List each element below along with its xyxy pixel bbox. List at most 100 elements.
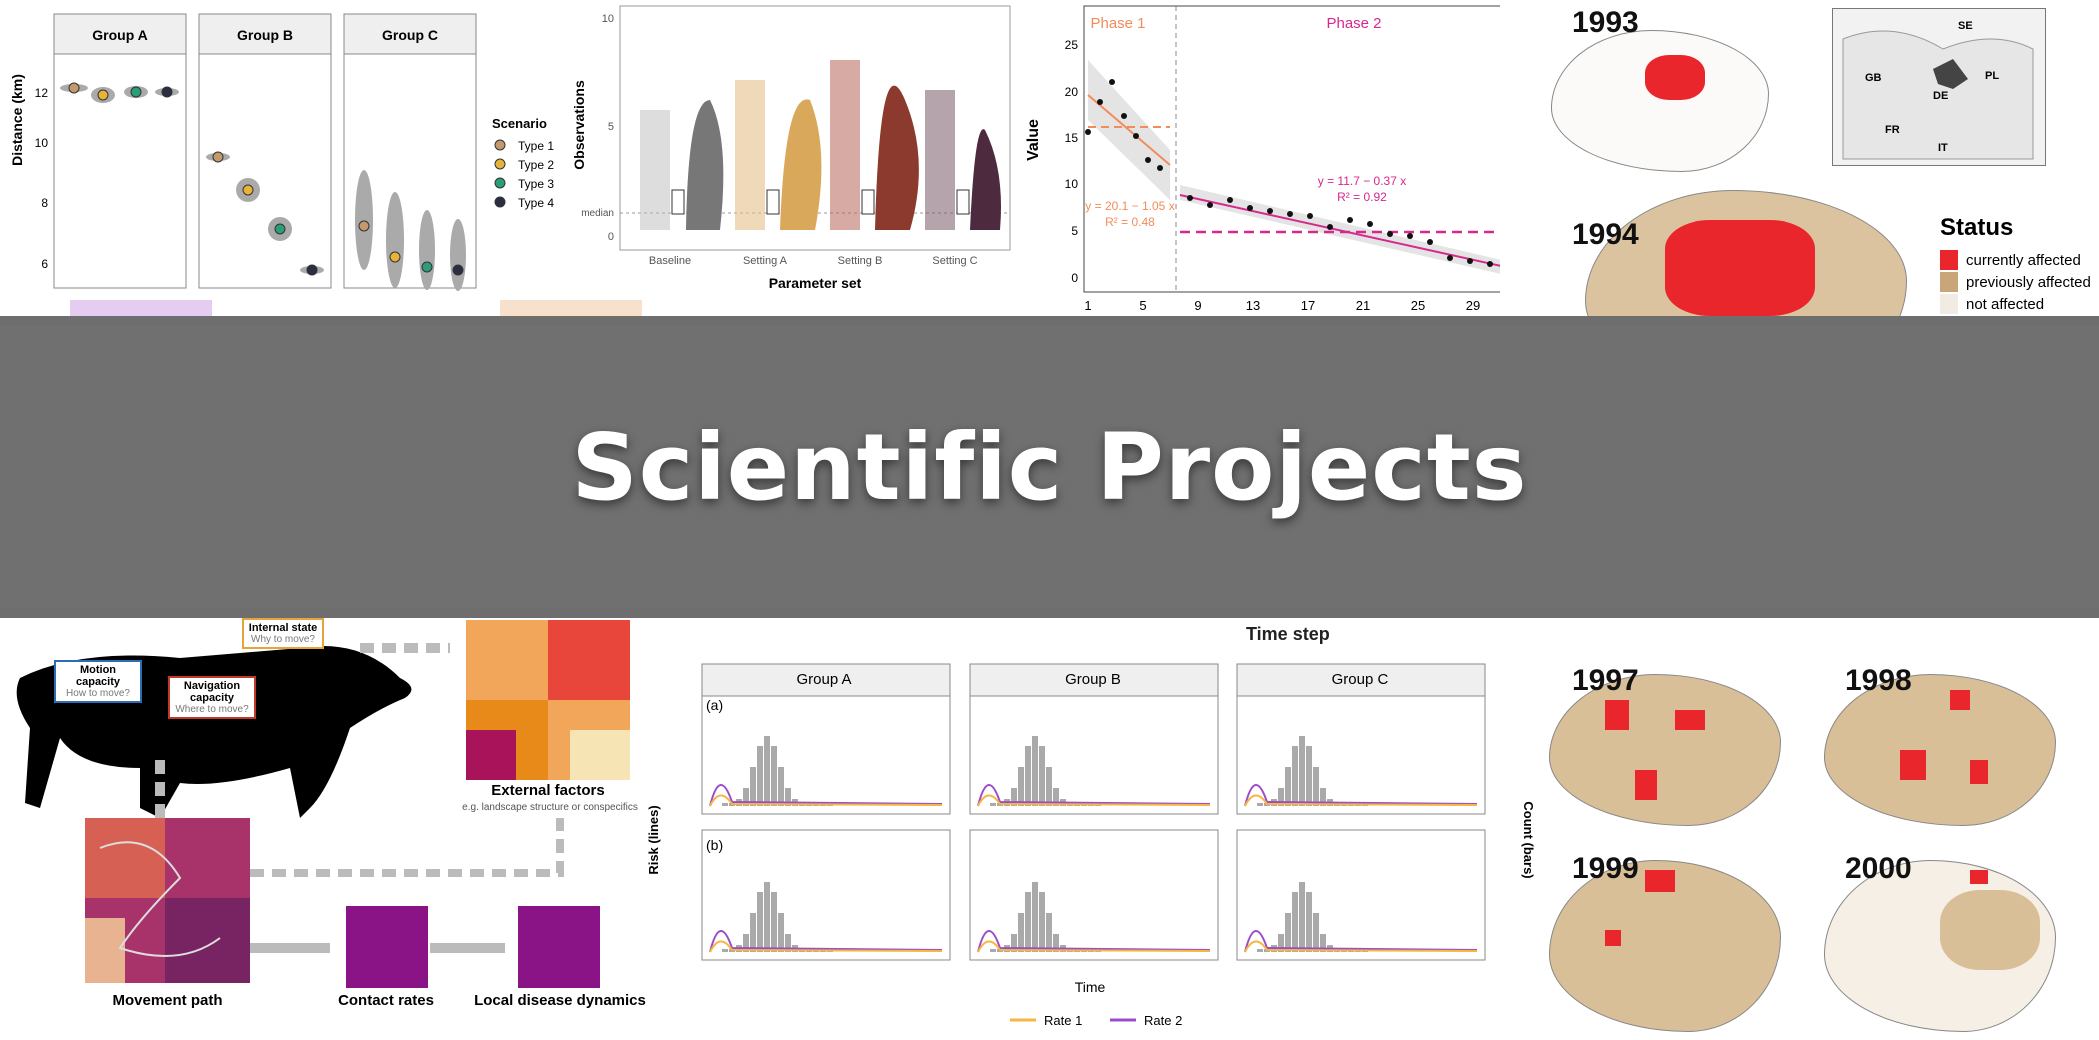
count-bar (1320, 934, 1326, 952)
count-bar (1306, 892, 1312, 952)
panel3-xtick: 25 (1411, 298, 1425, 313)
risk-facets (701, 663, 1486, 961)
rate2-line (977, 930, 1211, 953)
facet-label: Group C (382, 27, 438, 43)
facet-strip (701, 663, 951, 697)
count-bar (1046, 767, 1052, 806)
legend-item: currently affected (1966, 251, 2081, 269)
count-bar (1011, 788, 1017, 806)
panel3-xtick: 1 (1084, 298, 1091, 313)
count-bar (1025, 892, 1031, 952)
facet-b: Group B (198, 13, 332, 289)
count-bar (1053, 934, 1059, 952)
facet-panel (1236, 695, 1486, 815)
map-legend: Status currently affected previously aff… (1940, 214, 2099, 314)
count-bar (722, 949, 728, 952)
count-bar (1299, 882, 1305, 952)
facet-strip (969, 663, 1219, 697)
panel1-ylabel: Distance (km) (9, 74, 25, 166)
count-bar (1025, 746, 1031, 806)
map-year-label: 1993 (1572, 6, 1639, 39)
navigation-capacity-box: Navigation capacity Where to move? (168, 676, 256, 719)
navigation-label: Navigation capacity (183, 680, 241, 704)
legend-item: Rate 2 (1144, 1013, 1182, 1028)
facet-panel (969, 829, 1219, 961)
count-bar (743, 934, 749, 952)
eq1-line2: R² = 0.48 (1105, 215, 1155, 229)
panel1-ytick: 8 (41, 196, 48, 210)
count-bar (757, 746, 763, 806)
panel2-ytick: median (581, 208, 614, 219)
panel2-ytick: 0 (608, 231, 614, 243)
risk-count-chart: Risk (lines) Count (bars) Group A Group … (640, 650, 1540, 1040)
panel3-ytick: 25 (1065, 38, 1079, 52)
map-1994 (1545, 180, 1945, 316)
count-bar (1018, 913, 1024, 952)
country-label: IT (1938, 142, 1948, 154)
count-bar (1032, 882, 1038, 952)
count-bar (764, 736, 770, 806)
internal-state-box: Internal state Why to move? (242, 618, 324, 649)
panel3-ytick: 5 (1071, 224, 1078, 238)
legend-item: Type 3 (518, 177, 554, 191)
panel3-xlabel: Time step (1246, 624, 1330, 644)
rate1-line (1244, 794, 1478, 807)
panel3-ytick: 20 (1065, 85, 1079, 99)
country-label: SE (1958, 20, 1973, 32)
raincloud-chart: Observations 10 5 median 0 Baseline Sett… (560, 0, 1020, 300)
motion-sub: How to move? (66, 688, 130, 699)
rate1-line (977, 794, 1211, 807)
legend-item: Type 2 (518, 158, 554, 172)
panel8-xlabel: Time (1075, 979, 1106, 995)
rate1-line (1244, 940, 1478, 953)
violin-facet-chart: Distance (km) 12 10 8 6 Group A Group B … (0, 0, 560, 300)
panel3-ytick: 10 (1065, 177, 1079, 191)
facet-label: Group A (796, 671, 851, 688)
count-bar (1306, 746, 1312, 806)
legend-item: Type 4 (518, 196, 554, 210)
count-bar (1292, 892, 1298, 952)
panel2-xtick: Baseline (649, 255, 691, 267)
facet-panel (1236, 829, 1486, 961)
count-bar (1278, 934, 1284, 952)
map-year-label: 1999 (1572, 852, 1639, 885)
panel2-xlabel: Parameter set (769, 275, 862, 291)
map-1999 (1545, 850, 1785, 1040)
facet-label: Group C (1332, 671, 1389, 688)
count-bar (1257, 949, 1263, 952)
country-label: DE (1933, 90, 1948, 102)
rate2-line (709, 784, 943, 807)
count-bar (764, 882, 770, 952)
country-label: FR (1885, 124, 1900, 136)
panel8-ylabel-left: Risk (lines) (646, 805, 661, 874)
count-bar (750, 913, 756, 952)
facet-a: Group A (53, 13, 187, 289)
movement-path-label: Movement path (112, 992, 223, 1009)
swatch-not (1940, 294, 1958, 314)
motion-capacity-box: Motion capacity How to move? (54, 660, 142, 703)
count-bar (750, 767, 756, 806)
count-bar (990, 803, 996, 806)
count-bar (1011, 934, 1017, 952)
external-factors-sub: e.g. landscape structure or conspecifics (462, 802, 638, 813)
facet-panel (701, 829, 951, 961)
map-1993 (1545, 0, 1775, 180)
movement-diagram: Motion capacity How to move? Navigation … (0, 618, 650, 1040)
count-bar (1039, 746, 1045, 806)
rate1-line (709, 940, 943, 953)
count-bar (1320, 788, 1326, 806)
panel3-ytick: 15 (1065, 131, 1079, 145)
count-bar (722, 803, 728, 806)
row-label: (a) (706, 697, 723, 713)
panel2-ytick: 10 (602, 13, 614, 25)
internal-sub: Why to move? (251, 634, 315, 645)
count-bar (1018, 767, 1024, 806)
count-bar (743, 788, 749, 806)
banner-title: Scientific Projects (571, 413, 1528, 521)
country-label: PL (1985, 70, 1999, 82)
panel8-ylabel-right: Count (bars) (1521, 801, 1536, 878)
swatch-previous (1940, 272, 1958, 292)
count-bar (990, 949, 996, 952)
map-year-label: 2000 (1845, 852, 1912, 885)
legend-item: previously affected (1966, 273, 2091, 291)
